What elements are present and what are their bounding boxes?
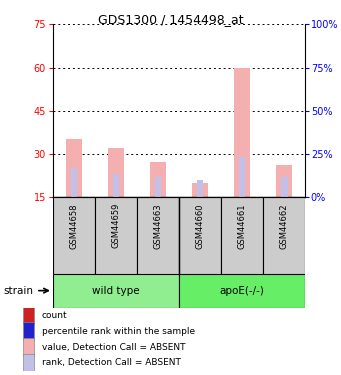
Text: GSM44661: GSM44661 [238,203,247,249]
Bar [179,274,305,308]
Bar [137,197,179,274]
Text: GSM44658: GSM44658 [69,203,78,249]
Bar [281,177,287,197]
Bar [95,197,137,274]
Bar [108,148,124,197]
Text: GSM44663: GSM44663 [153,203,163,249]
Text: rank, Detection Call = ABSENT: rank, Detection Call = ABSENT [42,358,181,368]
Bar [179,197,221,274]
Text: GSM44660: GSM44660 [195,203,205,249]
Text: strain: strain [3,286,33,296]
Bar [23,306,34,324]
Text: count: count [42,310,68,320]
Bar [53,197,95,274]
Bar [197,180,204,197]
Bar [66,140,82,197]
Bar [239,157,246,197]
Bar [263,197,305,274]
Text: GDS1300 / 1454498_at: GDS1300 / 1454498_at [98,13,243,26]
Bar [53,274,179,308]
Bar [276,165,292,197]
Text: GSM44662: GSM44662 [280,203,289,249]
Bar [71,168,77,197]
Bar [192,183,208,197]
Text: GSM44659: GSM44659 [112,203,120,248]
Bar [150,162,166,197]
Bar [113,174,119,197]
Bar [234,68,250,197]
Bar [23,354,34,372]
Bar [23,338,34,356]
Text: value, Detection Call = ABSENT: value, Detection Call = ABSENT [42,342,186,351]
Bar [154,177,161,197]
Bar [221,197,263,274]
Text: percentile rank within the sample: percentile rank within the sample [42,327,195,336]
Text: apoE(-/-): apoE(-/-) [220,286,265,296]
Bar [23,322,34,340]
Text: wild type: wild type [92,286,140,296]
